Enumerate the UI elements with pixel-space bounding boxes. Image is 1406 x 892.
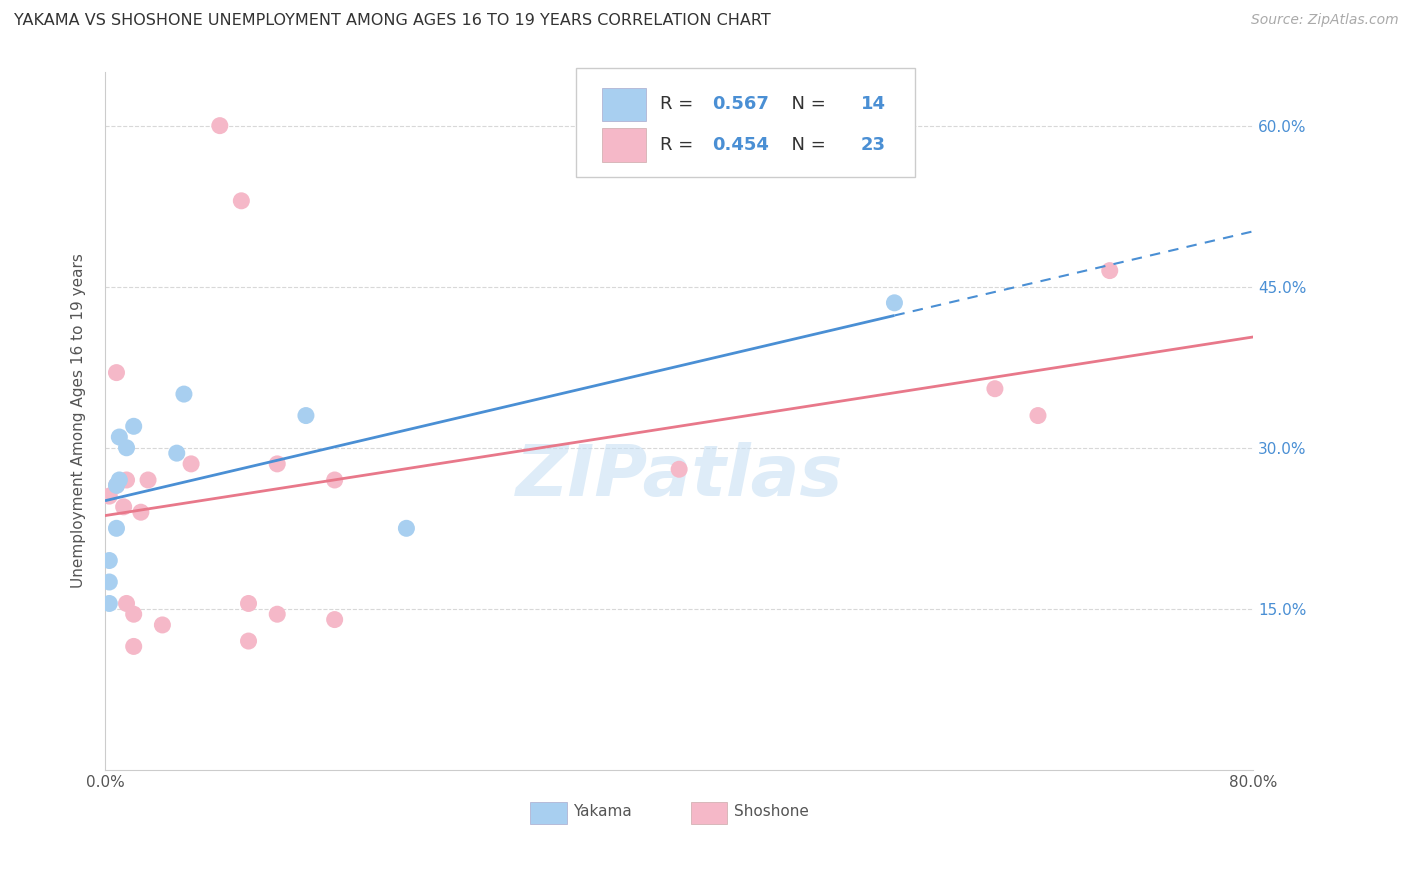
Text: ZIPatlas: ZIPatlas xyxy=(516,442,842,511)
Text: 0.454: 0.454 xyxy=(713,136,769,153)
Point xyxy=(152,618,174,632)
Point xyxy=(323,473,346,487)
Point xyxy=(98,574,121,589)
Point xyxy=(266,457,288,471)
Point xyxy=(266,607,288,622)
FancyBboxPatch shape xyxy=(530,802,567,824)
Point xyxy=(105,478,128,492)
Point xyxy=(108,473,131,487)
Point xyxy=(883,295,905,310)
Point xyxy=(395,521,418,535)
Point xyxy=(98,553,121,567)
Point xyxy=(231,194,253,208)
Point xyxy=(115,597,138,611)
Text: 0.567: 0.567 xyxy=(713,95,769,113)
Point xyxy=(105,521,128,535)
Point xyxy=(115,473,138,487)
Point xyxy=(122,419,145,434)
Point xyxy=(1098,263,1121,277)
Text: R =: R = xyxy=(659,136,699,153)
Y-axis label: Unemployment Among Ages 16 to 19 years: Unemployment Among Ages 16 to 19 years xyxy=(72,253,86,589)
Point xyxy=(323,613,346,627)
Text: 14: 14 xyxy=(860,95,886,113)
Point xyxy=(98,597,121,611)
FancyBboxPatch shape xyxy=(602,87,645,121)
Point xyxy=(105,366,128,380)
Point xyxy=(112,500,135,514)
Point xyxy=(668,462,690,476)
Point xyxy=(129,505,152,519)
FancyBboxPatch shape xyxy=(602,128,645,161)
Point xyxy=(173,387,195,401)
Text: YAKAMA VS SHOSHONE UNEMPLOYMENT AMONG AGES 16 TO 19 YEARS CORRELATION CHART: YAKAMA VS SHOSHONE UNEMPLOYMENT AMONG AG… xyxy=(14,13,770,29)
Text: N =: N = xyxy=(780,95,832,113)
Text: Yakama: Yakama xyxy=(574,805,633,819)
Point xyxy=(122,607,145,622)
Point xyxy=(295,409,318,423)
FancyBboxPatch shape xyxy=(690,802,727,824)
Point xyxy=(105,478,128,492)
Text: Source: ZipAtlas.com: Source: ZipAtlas.com xyxy=(1251,13,1399,28)
Text: 23: 23 xyxy=(860,136,886,153)
FancyBboxPatch shape xyxy=(576,69,914,177)
Point xyxy=(208,119,231,133)
Point xyxy=(122,640,145,654)
Point xyxy=(166,446,188,460)
Point xyxy=(136,473,159,487)
Point xyxy=(238,597,260,611)
Point xyxy=(238,634,260,648)
Point xyxy=(108,430,131,444)
Point xyxy=(98,489,121,503)
Point xyxy=(180,457,202,471)
Point xyxy=(1026,409,1049,423)
Text: Shoshone: Shoshone xyxy=(734,805,808,819)
Point xyxy=(984,382,1007,396)
Text: R =: R = xyxy=(659,95,699,113)
Point xyxy=(115,441,138,455)
Text: N =: N = xyxy=(780,136,832,153)
